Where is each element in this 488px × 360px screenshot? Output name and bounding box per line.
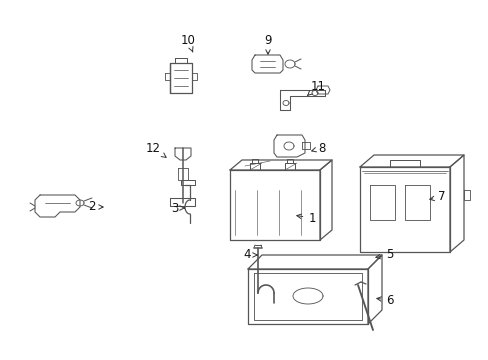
Text: 5: 5	[375, 248, 393, 261]
Text: 9: 9	[264, 33, 271, 54]
Text: 7: 7	[429, 190, 445, 203]
Text: 4: 4	[243, 248, 257, 261]
Text: 6: 6	[376, 293, 393, 306]
Text: 8: 8	[311, 141, 325, 154]
Text: 10: 10	[180, 33, 195, 52]
Text: 1: 1	[296, 211, 315, 225]
Text: 2: 2	[88, 201, 103, 213]
Text: 11: 11	[307, 80, 325, 95]
Text: 12: 12	[145, 141, 166, 157]
Text: 3: 3	[171, 202, 184, 215]
